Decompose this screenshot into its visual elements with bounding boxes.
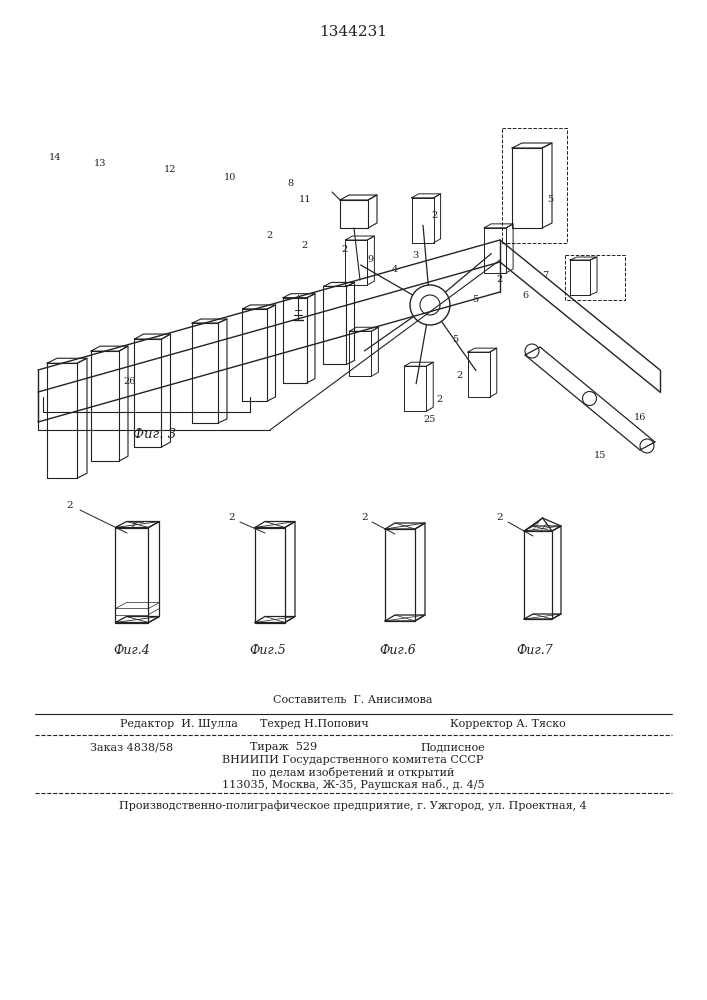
Text: 2: 2 xyxy=(66,500,74,510)
Text: Техред Н.Попович: Техред Н.Попович xyxy=(260,719,369,729)
Text: Фиг.4: Фиг.4 xyxy=(114,644,151,656)
Text: 7: 7 xyxy=(542,270,548,279)
Text: Корректор А. Тяско: Корректор А. Тяско xyxy=(450,719,566,729)
Text: Составитель  Г. Анисимова: Составитель Г. Анисимова xyxy=(273,695,433,705)
Text: 1344231: 1344231 xyxy=(319,25,387,39)
Text: Фиг. 3: Фиг. 3 xyxy=(134,428,177,442)
Text: 14: 14 xyxy=(49,153,62,162)
Text: 12: 12 xyxy=(164,165,176,174)
Text: Фиг.7: Фиг.7 xyxy=(517,644,554,656)
Text: 2: 2 xyxy=(362,514,368,522)
Text: 113035, Москва, Ж-35, Раушская наб., д. 4/5: 113035, Москва, Ж-35, Раушская наб., д. … xyxy=(222,778,484,790)
Text: 16: 16 xyxy=(633,414,646,422)
Text: 2: 2 xyxy=(432,211,438,220)
Text: Фиг.5: Фиг.5 xyxy=(250,644,286,656)
Text: 13: 13 xyxy=(94,158,106,167)
Text: 11: 11 xyxy=(299,196,311,205)
Text: по делам изобретений и открытий: по делам изобретений и открытий xyxy=(252,766,454,778)
Text: 3: 3 xyxy=(412,250,418,259)
Text: 15: 15 xyxy=(594,450,606,460)
Text: Подписное: Подписное xyxy=(420,742,485,752)
Text: 8: 8 xyxy=(287,178,293,188)
Text: 2: 2 xyxy=(457,370,463,379)
Text: ВНИИПИ Государственного комитета СССР: ВНИИПИ Государственного комитета СССР xyxy=(222,755,484,765)
Text: Редактор  И. Шулла: Редактор И. Шулла xyxy=(120,719,238,729)
Text: 26: 26 xyxy=(124,377,136,386)
Text: 10: 10 xyxy=(224,174,236,182)
Text: 4: 4 xyxy=(392,265,398,274)
Text: Заказ 4838/58: Заказ 4838/58 xyxy=(90,742,173,752)
Text: 5: 5 xyxy=(452,336,458,344)
Text: 2: 2 xyxy=(267,231,273,239)
Text: 2: 2 xyxy=(302,240,308,249)
Text: 5: 5 xyxy=(547,196,553,205)
Text: 2: 2 xyxy=(228,514,235,522)
Text: Производственно-полиграфическое предприятие, г. Ужгород, ул. Проектная, 4: Производственно-полиграфическое предприя… xyxy=(119,801,587,811)
Text: Тираж  529: Тираж 529 xyxy=(250,742,317,752)
Text: Фиг.6: Фиг.6 xyxy=(380,644,416,656)
Text: 6: 6 xyxy=(522,290,528,300)
Text: 2: 2 xyxy=(497,514,503,522)
Text: 2: 2 xyxy=(437,395,443,404)
Text: 9: 9 xyxy=(367,255,373,264)
Text: 5: 5 xyxy=(472,296,478,304)
Text: 2: 2 xyxy=(497,275,503,284)
Text: 2: 2 xyxy=(342,245,348,254)
Text: 25: 25 xyxy=(423,416,436,424)
